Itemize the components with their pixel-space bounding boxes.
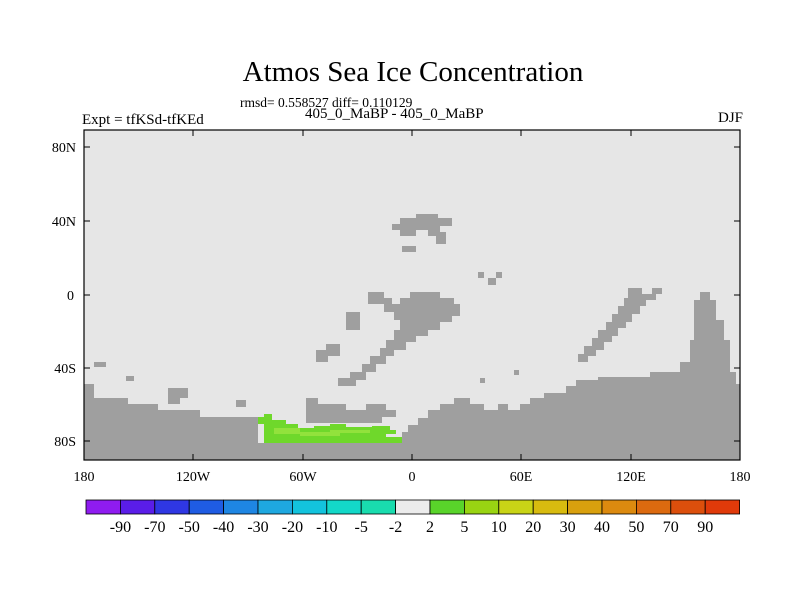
colorbar-label: 30 bbox=[560, 519, 576, 536]
anomaly-region bbox=[258, 414, 402, 443]
lon-label-120w: 120W bbox=[176, 470, 211, 485]
colorbar-swatch bbox=[429, 499, 465, 515]
colorbar-swatch bbox=[395, 499, 431, 515]
colorbar-label: 5 bbox=[460, 519, 468, 536]
anomaly-light bbox=[274, 428, 370, 436]
colorbar-swatch bbox=[670, 499, 706, 515]
experiment-label: Expt = tfKSd-tfKEd bbox=[82, 112, 204, 128]
colorbar-swatch bbox=[188, 499, 224, 515]
map-ticks bbox=[84, 130, 740, 460]
south-america-land bbox=[338, 292, 460, 386]
antarctica-land bbox=[84, 292, 740, 460]
island-atlantic-2 bbox=[316, 344, 340, 362]
island-sw-4 bbox=[236, 400, 246, 407]
colorbar-label: 2 bbox=[426, 519, 434, 536]
colorbar-swatch bbox=[498, 499, 534, 515]
colorbar-label: 70 bbox=[663, 519, 679, 536]
colorbar-label: -20 bbox=[282, 519, 303, 536]
island-atlantic-1 bbox=[346, 312, 360, 330]
map-panel: 80N 40N 0 40S 80S 180 120W 60W 0 60E 120… bbox=[52, 129, 751, 485]
island-sw-3 bbox=[168, 388, 188, 404]
chart-title: Atmos Sea Ice Concentration bbox=[242, 56, 584, 88]
lon-label-60w: 60W bbox=[289, 470, 317, 485]
colorbar-swatch bbox=[704, 499, 741, 515]
colorbar-swatch bbox=[291, 499, 328, 515]
island-sw-2 bbox=[126, 376, 134, 381]
south-america-tip-land bbox=[306, 398, 396, 423]
colorbar-swatch bbox=[223, 499, 259, 515]
colorbar-swatch bbox=[120, 499, 156, 515]
island-east-4 bbox=[480, 378, 485, 383]
season-label: DJF bbox=[717, 110, 743, 126]
colorbar-swatch bbox=[85, 499, 121, 515]
land-masks bbox=[84, 214, 740, 460]
island-east-2 bbox=[488, 278, 496, 285]
island-east-3 bbox=[496, 272, 502, 278]
colorbar-label: -40 bbox=[213, 519, 234, 536]
rmsd-diff-stats: rmsd= 0.558527 diff= 0.110129 bbox=[240, 95, 413, 110]
colorbar: -90 -70 -50 -40 -30 -20 -10 -5 -2 2 5 10 20 30 40 50 70 9… bbox=[85, 499, 741, 536]
island-north-1 bbox=[402, 246, 416, 252]
colorbar-swatch bbox=[567, 499, 603, 515]
case-label: 405_0_MaBP - 405_0_MaBP bbox=[305, 106, 484, 122]
anomaly-main bbox=[258, 414, 402, 443]
colorbar-label: 20 bbox=[525, 519, 541, 536]
north-land-40n bbox=[392, 214, 452, 244]
colorbar-swatch bbox=[257, 499, 293, 515]
lon-label-180e: 180 bbox=[730, 470, 751, 485]
colorbar-swatch bbox=[636, 499, 672, 515]
lon-label-0: 0 bbox=[409, 470, 416, 485]
colorbar-swatch bbox=[154, 499, 190, 515]
colorbar-label: 40 bbox=[594, 519, 610, 536]
colorbar-swatch bbox=[532, 499, 569, 515]
lat-label-40s: 40S bbox=[54, 362, 76, 377]
island-sw-1 bbox=[94, 362, 106, 367]
colorbar-label: 10 bbox=[491, 519, 507, 536]
colorbar-label: -30 bbox=[247, 519, 268, 536]
island-east-5 bbox=[514, 370, 519, 375]
colorbar-swatch bbox=[463, 499, 500, 515]
lat-label-80n: 80N bbox=[52, 141, 76, 156]
colorbar-label: -2 bbox=[389, 519, 402, 536]
colorbar-label: -5 bbox=[355, 519, 368, 536]
colorbar-label: -50 bbox=[179, 519, 200, 536]
lon-label-180w: 180 bbox=[74, 470, 95, 485]
lon-label-60e: 60E bbox=[510, 470, 533, 485]
colorbar-swatch bbox=[326, 499, 362, 515]
lat-label-80s: 80S bbox=[54, 435, 76, 450]
lon-label-120e: 120E bbox=[616, 470, 646, 485]
colorbar-swatch bbox=[601, 499, 637, 515]
colorbar-label: 90 bbox=[697, 519, 713, 536]
east-diagonal-land bbox=[578, 288, 662, 362]
lat-label-0: 0 bbox=[67, 289, 74, 304]
colorbar-label: -90 bbox=[110, 519, 131, 536]
colorbar-label: -10 bbox=[316, 519, 337, 536]
lat-label-40n: 40N bbox=[52, 215, 76, 230]
island-east-1 bbox=[478, 272, 484, 278]
colorbar-swatch bbox=[360, 499, 397, 515]
colorbar-label: -70 bbox=[144, 519, 165, 536]
colorbar-label: 50 bbox=[628, 519, 644, 536]
